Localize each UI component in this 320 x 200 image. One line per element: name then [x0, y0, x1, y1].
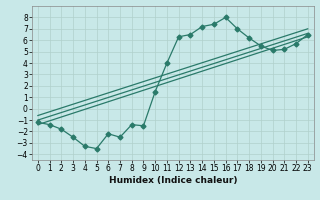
X-axis label: Humidex (Indice chaleur): Humidex (Indice chaleur) — [108, 176, 237, 185]
